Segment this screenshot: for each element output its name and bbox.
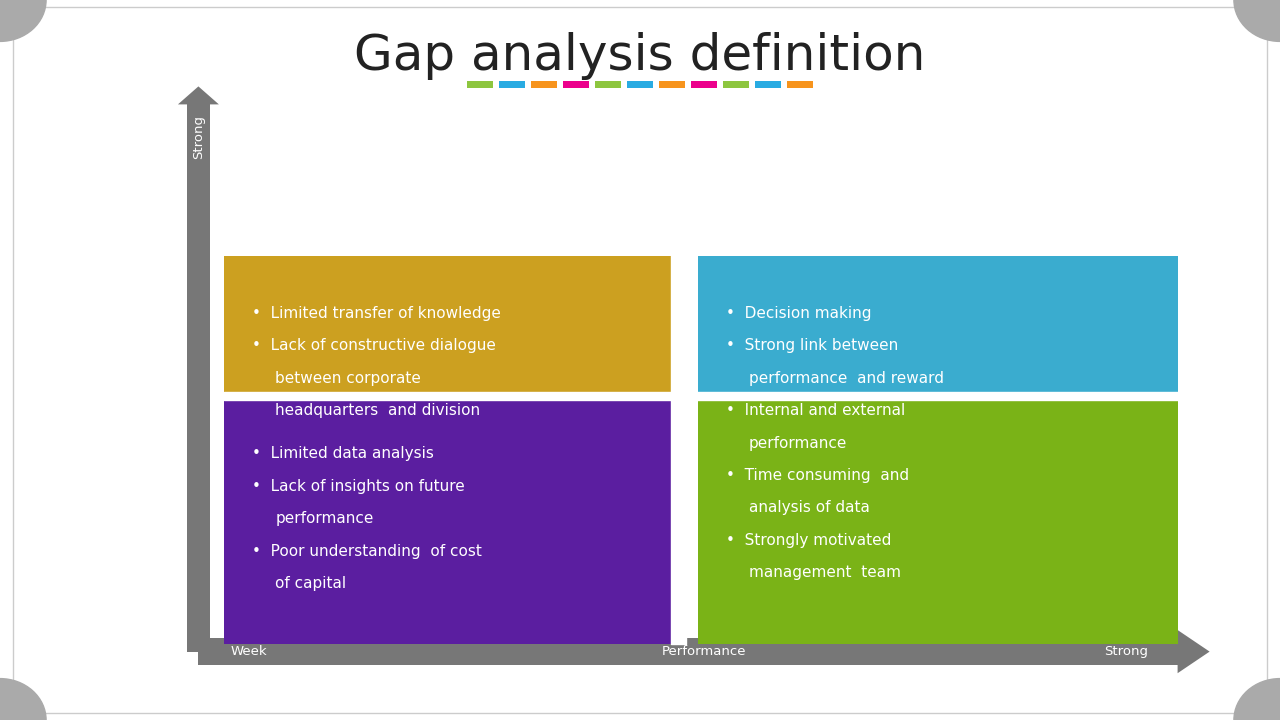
Text: •  Strong link between: • Strong link between [726, 338, 899, 354]
Polygon shape [1178, 630, 1210, 673]
Text: •  Time consuming  and: • Time consuming and [726, 468, 909, 483]
Text: Gap analysis definition: Gap analysis definition [355, 32, 925, 81]
Bar [224, 256, 678, 504]
Polygon shape [178, 86, 219, 104]
Bar [698, 256, 1178, 504]
Text: headquarters  and division: headquarters and division [275, 403, 480, 418]
Bar [198, 638, 1178, 665]
Text: •  Lack of insights on future: • Lack of insights on future [252, 479, 465, 494]
Text: •  Internal and external: • Internal and external [726, 403, 905, 418]
FancyBboxPatch shape [691, 81, 717, 88]
Text: •  Poor understanding  of cost: • Poor understanding of cost [252, 544, 483, 559]
Text: performance: performance [749, 436, 847, 451]
Text: •  Decision making: • Decision making [726, 306, 872, 321]
Text: •  Strongly motivated: • Strongly motivated [726, 533, 891, 548]
FancyBboxPatch shape [787, 81, 813, 88]
Text: Performance: Performance [662, 645, 746, 658]
FancyBboxPatch shape [627, 81, 653, 88]
Text: management  team: management team [749, 565, 901, 580]
Text: between corporate: between corporate [275, 371, 421, 386]
Text: •  Limited transfer of knowledge: • Limited transfer of knowledge [252, 306, 500, 321]
FancyBboxPatch shape [563, 81, 589, 88]
Bar [698, 396, 1178, 644]
Bar [224, 396, 678, 644]
Text: analysis of data: analysis of data [749, 500, 869, 516]
FancyBboxPatch shape [723, 81, 749, 88]
Text: •  Lack of constructive dialogue: • Lack of constructive dialogue [252, 338, 497, 354]
Text: Strong: Strong [1105, 645, 1148, 658]
FancyBboxPatch shape [755, 81, 781, 88]
Text: performance  and reward: performance and reward [749, 371, 943, 386]
FancyBboxPatch shape [531, 81, 557, 88]
Bar [187, 104, 210, 652]
Text: of capital: of capital [275, 576, 347, 591]
FancyBboxPatch shape [659, 81, 685, 88]
FancyBboxPatch shape [595, 81, 621, 88]
FancyBboxPatch shape [467, 81, 493, 88]
FancyBboxPatch shape [499, 81, 525, 88]
Text: •  Limited data analysis: • Limited data analysis [252, 446, 434, 462]
Text: Week: Week [230, 645, 268, 658]
Text: Strong: Strong [192, 114, 205, 159]
Text: performance: performance [275, 511, 374, 526]
